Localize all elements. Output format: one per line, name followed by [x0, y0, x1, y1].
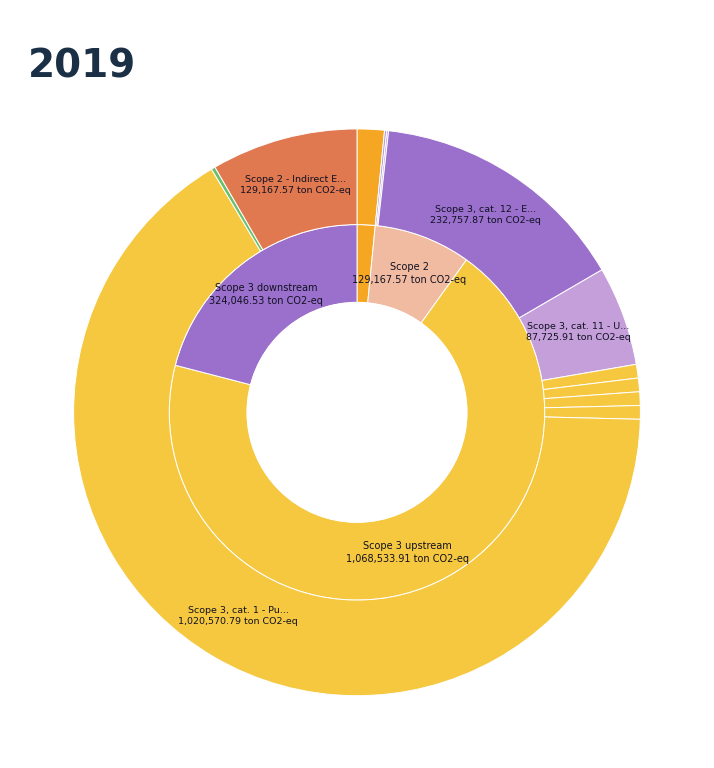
- Text: Scope 3, cat. 11 - U...
87,725.91 ton CO2-eq: Scope 3, cat. 11 - U... 87,725.91 ton CO…: [526, 322, 630, 342]
- Text: Scope 3 upstream
1,068,533.91 ton CO2-eq: Scope 3 upstream 1,068,533.91 ton CO2-eq: [346, 541, 469, 564]
- Circle shape: [247, 303, 467, 522]
- Wedge shape: [215, 129, 357, 250]
- Text: 1,545,725.21 ton CO₂-eq: 1,545,725.21 ton CO₂-eq: [274, 422, 440, 435]
- Wedge shape: [545, 406, 640, 419]
- Wedge shape: [357, 224, 376, 303]
- Wedge shape: [544, 392, 640, 408]
- Text: Scope 3 downstream
324,046.53 ton CO2-eq: Scope 3 downstream 324,046.53 ton CO2-eq: [209, 283, 323, 306]
- Wedge shape: [169, 260, 545, 600]
- Wedge shape: [175, 224, 357, 385]
- Wedge shape: [357, 129, 385, 226]
- Wedge shape: [211, 167, 263, 251]
- Wedge shape: [368, 226, 466, 323]
- Text: Scope 3, cat. 1 - Pu...
1,020,570.79 ton CO2-eq: Scope 3, cat. 1 - Pu... 1,020,570.79 ton…: [178, 606, 298, 626]
- Wedge shape: [377, 131, 388, 226]
- Text: Scope 2
129,167.57 ton CO2-eq: Scope 2 129,167.57 ton CO2-eq: [352, 262, 466, 284]
- Wedge shape: [542, 364, 638, 389]
- Wedge shape: [74, 169, 640, 696]
- Text: 2019: 2019: [28, 48, 136, 85]
- Text: Scope 3, cat. 12 - E...
232,757.87 ton CO2-eq: Scope 3, cat. 12 - E... 232,757.87 ton C…: [431, 205, 541, 225]
- Wedge shape: [376, 131, 387, 226]
- Text: 2019: 2019: [332, 388, 382, 406]
- Wedge shape: [543, 378, 640, 399]
- Wedge shape: [519, 270, 636, 380]
- Wedge shape: [378, 131, 602, 318]
- Text: Scope 2 - Indirect E...
129,167.57 ton CO2-eq: Scope 2 - Indirect E... 129,167.57 ton C…: [241, 174, 351, 195]
